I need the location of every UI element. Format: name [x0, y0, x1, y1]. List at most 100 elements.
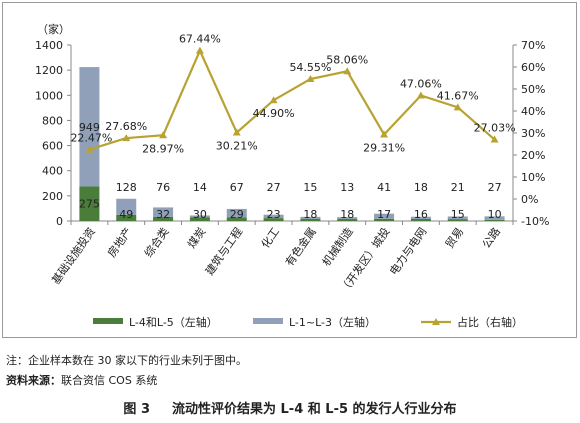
bar-l4-l5: [300, 218, 321, 221]
y-right-tick-label: 10%: [521, 171, 545, 184]
chart: 0 200 400 600 800 1000 1200 1400 （家） -10% 0% 10% 20%…: [35, 22, 549, 329]
line-marker: [232, 128, 241, 136]
line-label: 27.03%: [474, 122, 516, 135]
bar-label-l1-l3: 128: [116, 181, 137, 194]
bar-l4-l5: [263, 218, 284, 221]
line-marker: [269, 96, 278, 104]
bar-label-l4-l5: 18: [303, 208, 317, 221]
x-tick-label: 贸易: [443, 225, 466, 250]
line-label: 22.47%: [70, 132, 112, 145]
figure-caption: 图 3 流动性评价结果为 L-4 和 L-5 的发行人行业分布: [0, 398, 580, 417]
footnote: 注：企业样本数在 30 家以下的行业未列于图中。: [6, 352, 247, 368]
bar-l1-l3: [189, 215, 210, 218]
bar-label-l1-l3: 41: [377, 181, 391, 194]
y-left-tick-label: 1400: [35, 39, 63, 52]
y-right-tick-label: 30%: [521, 127, 545, 140]
y-right-tick-label: 20%: [521, 149, 545, 162]
line-label: 58.06%: [326, 53, 368, 66]
y-left-tick-label: 800: [42, 114, 63, 127]
y-right-tick-label: 60%: [521, 61, 545, 74]
y-left-unit: （家）: [37, 22, 70, 36]
bar-l1-l3: [484, 216, 505, 220]
bar-l1-l3: [263, 214, 284, 219]
bar-label-l1-l3: 27: [267, 181, 281, 194]
legend-marker-ratio: [432, 318, 440, 325]
bar-label-l4-l5: 32: [156, 208, 170, 221]
line-marker: [490, 135, 499, 143]
bar-l1-l3: [410, 216, 431, 219]
y-right-tick-label: 0%: [521, 193, 538, 206]
source-text: 联合资信 COS 系统: [61, 374, 158, 387]
y-right-tick-label: 40%: [521, 105, 545, 118]
bar-label-l1-l3: 67: [230, 181, 244, 194]
bar-l1-l3: [116, 198, 137, 215]
bar-label-l1-l3: 27: [488, 181, 502, 194]
legend-swatch-l1-l3: [253, 318, 283, 324]
line-marker: [85, 145, 94, 153]
bar-label-l4-l5: 17: [377, 208, 391, 221]
y-left-tick-label: 200: [42, 190, 63, 203]
legend-swatch-l4-l5: [93, 318, 123, 324]
bar-l4-l5: [374, 218, 395, 221]
x-tick-label: 化工: [258, 225, 282, 251]
bar-l4-l5: [153, 216, 174, 221]
bar-label-l4-l5: 275: [79, 198, 100, 211]
x-tick-label: 房地产: [104, 225, 134, 260]
line-marker: [343, 67, 352, 75]
bar-label-l4-l5: 16: [414, 208, 428, 221]
line-label: 41.67%: [437, 89, 479, 102]
line-label: 30.21%: [216, 140, 258, 153]
bar-label-l1-l3: 14: [193, 181, 207, 194]
line-marker: [195, 46, 204, 54]
bar-l4-l5: [79, 186, 100, 221]
x-tick-label: 有色金属: [282, 225, 319, 269]
bar-label-l4-l5: 10: [488, 208, 502, 221]
line-label: 27.68%: [105, 120, 147, 133]
bar-label-l4-l5: 49: [119, 208, 133, 221]
figure-title: 流动性评价结果为 L-4 和 L-5 的发行人行业分布: [172, 402, 457, 417]
bar-label-l4-l5: 30: [193, 208, 207, 221]
y-right-tick-label: -10%: [521, 215, 549, 228]
bar-l4-l5: [189, 217, 210, 221]
bar-label-l4-l5: 23: [267, 208, 281, 221]
bar-l1-l3: [374, 213, 395, 219]
legend-label-l1-l3: L-1~L-3（左轴）: [289, 315, 376, 329]
bar-l4-l5: [484, 219, 505, 221]
bar-label-l1-l3: 15: [303, 181, 317, 194]
line-marker: [416, 91, 425, 99]
line-marker: [159, 131, 168, 139]
x-tick-label: 电力与电网: [387, 225, 429, 278]
chart-frame: 0 200 400 600 800 1000 1200 1400 （家） -10% 0% 10% 20%…: [2, 2, 577, 338]
x-tick-label: 建筑与工程: [202, 225, 245, 278]
bar-l1-l3: [300, 216, 321, 219]
legend-label-l4-l5: L-4和L-5（左轴）: [129, 315, 218, 329]
source-label: 资料来源：: [6, 374, 61, 387]
bar-l1-l3: [153, 207, 174, 217]
line-ratio: [89, 47, 496, 151]
x-tick-label: 综合类: [141, 225, 171, 260]
bar-l1-l3: [337, 217, 358, 219]
x-tick-label: 基础设施投资: [49, 225, 98, 287]
x-tick-label: 公路: [480, 225, 503, 250]
y-left-tick-label: 600: [42, 140, 63, 153]
line-marker: [453, 103, 462, 111]
y-right-tick-label: 70%: [521, 39, 545, 52]
bar-label-l4-l5: 29: [230, 208, 244, 221]
line-label: 67.44%: [179, 33, 221, 46]
line-label: 47.06%: [400, 77, 442, 90]
figure-number: 图 3: [123, 402, 150, 417]
bar-label-l1-l3: 21: [451, 181, 465, 194]
source-note: 资料来源：联合资信 COS 系统: [6, 372, 157, 388]
line-label: 28.97%: [142, 142, 184, 155]
bar-label-l1-l3: 18: [414, 181, 428, 194]
y-left-tick-label: 0: [56, 215, 63, 228]
bar-label-l1-l3: 76: [156, 181, 170, 194]
line-label: 54.55%: [289, 61, 331, 74]
bar-l4-l5: [410, 218, 431, 221]
bar-label-l1-l3: 13: [340, 181, 354, 194]
y-left-tick-label: 1200: [35, 64, 63, 77]
footnote-text: 注：企业样本数在 30 家以下的行业未列于图中。: [6, 354, 247, 367]
line-label: 44.90%: [253, 107, 295, 120]
bar-l4-l5: [337, 218, 358, 221]
bar-label-l1-l3: 949: [79, 121, 100, 134]
